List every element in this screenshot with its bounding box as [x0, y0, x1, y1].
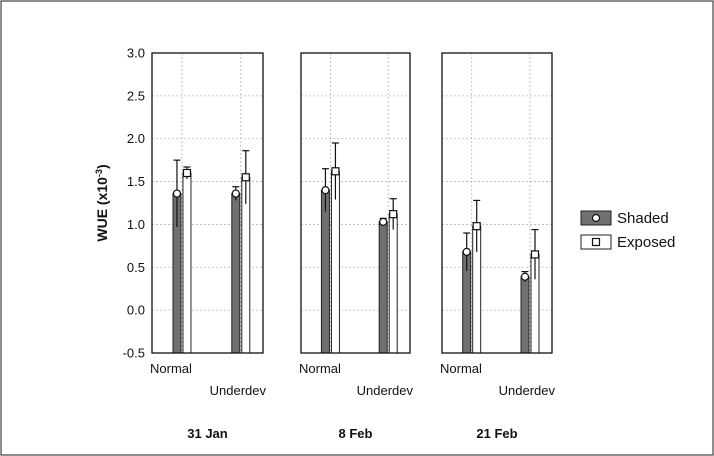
category-label: Normal: [150, 361, 192, 376]
panel-date-label: 21 Feb: [476, 426, 517, 441]
y-tick-label: -0.5: [123, 346, 145, 361]
y-axis-label: WUE (x10-3): [94, 164, 110, 241]
y-tick-label: 3.0: [127, 46, 145, 61]
marker-circle: [172, 189, 182, 198]
bar-shaded: [520, 276, 530, 354]
marker-square: [182, 168, 192, 178]
panel-frame: [441, 52, 553, 354]
y-tick-label: 2.0: [127, 131, 145, 146]
category-label: Normal: [299, 361, 341, 376]
legend-label: Shaded: [617, 210, 669, 227]
category-label: Underdev: [357, 383, 414, 398]
panel-frame: [151, 52, 264, 354]
marker-square: [530, 250, 540, 259]
marker-square: [472, 222, 481, 231]
marker-square: [389, 210, 398, 219]
panel-date-label: 8 Feb: [339, 426, 373, 441]
bar-shaded: [378, 221, 388, 354]
marker-circle: [520, 272, 530, 281]
y-tick-label: 1.0: [127, 217, 145, 232]
panel-date-label: 31 Jan: [187, 426, 228, 441]
bar-shaded: [320, 189, 330, 354]
category-label: Underdev: [210, 383, 267, 398]
marker-circle: [379, 217, 388, 226]
marker-circle: [321, 186, 330, 195]
panel-frame: [300, 52, 411, 354]
y-tick-label: 1.5: [127, 174, 145, 189]
y-tick-label: 0.0: [127, 303, 145, 318]
category-label: Underdev: [499, 383, 556, 398]
bar-exposed: [182, 172, 192, 354]
bar-exposed: [388, 213, 398, 354]
marker-square: [241, 173, 250, 182]
legend-marker-circle: [591, 213, 601, 223]
marker-circle: [231, 189, 240, 198]
category-label: Normal: [440, 361, 482, 376]
legend-label: Exposed: [617, 234, 675, 251]
marker-square: [331, 167, 340, 176]
bar-shaded: [231, 193, 241, 354]
marker-circle: [462, 247, 471, 256]
legend-marker-square: [591, 237, 601, 247]
y-tick-label: 2.5: [127, 88, 145, 103]
y-tick-label: 0.5: [127, 260, 145, 275]
